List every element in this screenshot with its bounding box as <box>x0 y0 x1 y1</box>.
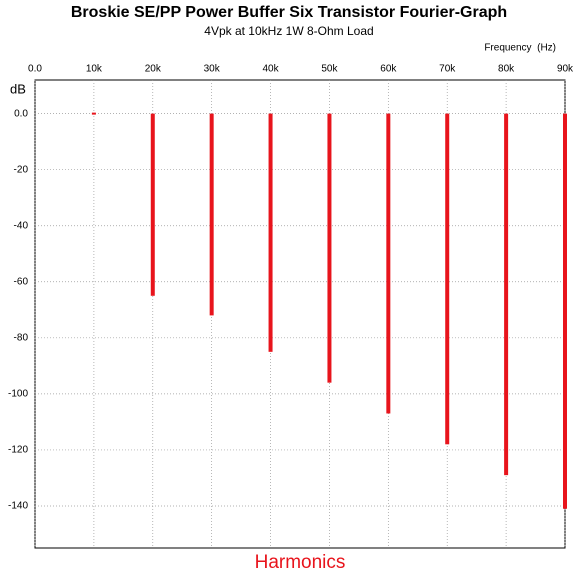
plot-frame <box>34 79 566 549</box>
bar <box>563 113 567 509</box>
x-tick-label: 80k <box>498 64 515 75</box>
x-tick-label: 10k <box>86 64 103 75</box>
x-tick-label: 0.0 <box>28 64 42 75</box>
y-tick-label: -80 <box>14 332 29 343</box>
x-axis-label: Frequency (Hz) <box>484 43 556 54</box>
bar <box>504 113 509 476</box>
x-tick-label: 60k <box>380 64 397 75</box>
chart-title: Broskie SE/PP Power Buffer Six Transisto… <box>71 4 507 21</box>
x-tick-label: 20k <box>145 64 162 75</box>
x-tick-label: 30k <box>204 64 221 75</box>
x-tick-label: 50k <box>321 64 338 75</box>
y-tick-label: 0.0 <box>14 108 28 119</box>
y-axis-label: dB <box>10 81 26 96</box>
bar <box>91 112 96 115</box>
y-tick-label: -20 <box>14 164 29 175</box>
y-tick-label: -140 <box>8 501 28 512</box>
y-tick-label: -40 <box>14 220 29 231</box>
bar <box>150 113 155 296</box>
annotation: Harmonics <box>255 552 346 573</box>
bar <box>209 113 214 316</box>
y-tick-label: -100 <box>8 389 28 400</box>
bar <box>445 113 450 445</box>
x-tick-label: 90k <box>557 64 574 75</box>
bar <box>386 113 391 414</box>
x-tick-label: 70k <box>439 64 456 75</box>
y-tick-label: -60 <box>14 276 29 287</box>
y-tick-label: -120 <box>8 445 28 456</box>
bar <box>327 113 332 383</box>
bar <box>268 113 273 352</box>
x-tick-label: 40k <box>262 64 279 75</box>
chart-subtitle: 4Vpk at 10kHz 1W 8-Ohm Load <box>204 24 373 38</box>
